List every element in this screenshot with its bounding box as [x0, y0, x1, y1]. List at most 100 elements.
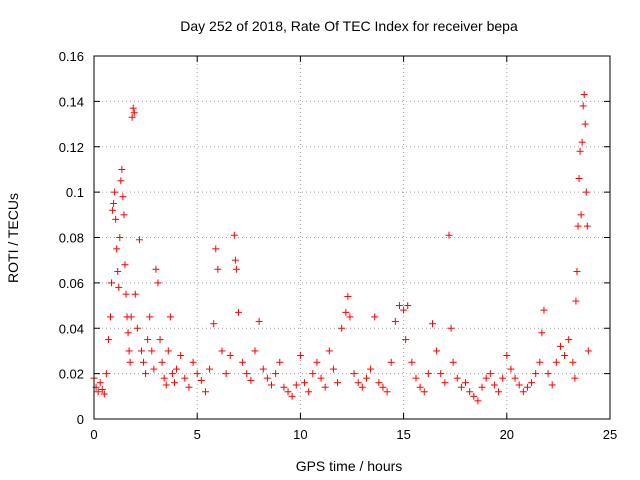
data-point: [268, 381, 276, 389]
data-point: [170, 379, 178, 387]
data-point: [108, 279, 116, 287]
data-point: [193, 370, 201, 378]
data-point: [404, 302, 412, 310]
data-point: [424, 370, 432, 378]
data-point: [371, 313, 379, 321]
data-point: [441, 379, 449, 387]
data-point: [206, 365, 214, 373]
data-point: [350, 370, 358, 378]
data-point: [214, 265, 222, 273]
x-axis-title: GPS time / hours: [296, 458, 403, 474]
data-point: [259, 365, 267, 373]
data-point: [580, 91, 588, 99]
data-point: [367, 365, 375, 373]
data-point: [358, 383, 366, 391]
data-point: [540, 306, 548, 314]
data-point: [125, 347, 133, 355]
x-tick-label: 10: [293, 427, 307, 442]
data-point: [164, 347, 172, 355]
data-point: [126, 358, 134, 366]
data-point: [519, 388, 527, 396]
data-point: [158, 358, 166, 366]
data-point: [239, 358, 247, 366]
data-point: [121, 261, 129, 269]
data-point: [263, 374, 271, 382]
data-point: [189, 358, 197, 366]
data-point: [210, 320, 218, 328]
data-point: [523, 383, 531, 391]
data-point: [122, 290, 130, 298]
data-point: [503, 351, 511, 359]
y-tick-label: 0.04: [59, 321, 84, 336]
data-point: [499, 374, 507, 382]
data-point: [313, 358, 321, 366]
y-tick-label: 0.14: [59, 94, 84, 109]
data-point: [428, 320, 436, 328]
data-point: [416, 383, 424, 391]
data-point: [201, 388, 209, 396]
data-point: [538, 329, 546, 337]
data-point: [579, 102, 587, 110]
data-point: [576, 147, 584, 155]
data-point: [344, 292, 352, 300]
data-point: [160, 374, 168, 382]
data-point: [230, 231, 238, 239]
data-point: [482, 374, 490, 382]
data-point: [556, 342, 564, 350]
data-point: [577, 211, 585, 219]
data-point: [571, 374, 579, 382]
data-point: [284, 388, 292, 396]
data-point: [329, 365, 337, 373]
data-point: [212, 245, 220, 253]
data-point: [181, 374, 189, 382]
data-point: [296, 351, 304, 359]
y-axis-title: ROTI / TECUs: [5, 193, 21, 283]
data-point: [420, 388, 428, 396]
data-point: [148, 347, 156, 355]
data-point: [177, 351, 185, 359]
data-point: [144, 336, 152, 344]
data-point: [118, 165, 126, 173]
y-tick-label: 0.12: [59, 140, 84, 155]
data-point: [402, 336, 410, 344]
data-point: [150, 365, 158, 373]
y-tick-label: 0.02: [59, 367, 84, 382]
data-point: [474, 397, 482, 405]
y-tick-label: 0.06: [59, 276, 84, 291]
data-point: [292, 381, 300, 389]
data-point: [375, 379, 383, 387]
data-point: [583, 222, 591, 230]
data-point: [119, 193, 127, 201]
data-point: [581, 120, 589, 128]
data-point: [218, 347, 226, 355]
data-point: [478, 383, 486, 391]
data-point: [110, 199, 118, 207]
data-point: [490, 381, 498, 389]
data-point: [120, 211, 128, 219]
data-point: [117, 177, 125, 185]
data-point: [222, 370, 230, 378]
data-point: [288, 392, 296, 400]
data-point: [146, 313, 154, 321]
data-point: [395, 302, 403, 310]
data-point: [334, 379, 342, 387]
y-tick-label: 0.1: [66, 185, 84, 200]
data-point: [173, 365, 181, 373]
data-point: [569, 358, 577, 366]
data-point: [272, 370, 280, 378]
data-point: [495, 388, 503, 396]
data-point: [528, 379, 536, 387]
data-point: [565, 336, 573, 344]
data-point: [305, 388, 313, 396]
data-point: [197, 376, 205, 384]
x-tick-label: 0: [90, 427, 97, 442]
data-point: [243, 370, 251, 378]
data-point: [232, 265, 240, 273]
data-point: [142, 370, 150, 378]
data-point: [152, 265, 160, 273]
plot-frame: [93, 55, 611, 420]
data-point: [561, 351, 569, 359]
data-point: [445, 231, 453, 239]
data-point: [507, 365, 515, 373]
